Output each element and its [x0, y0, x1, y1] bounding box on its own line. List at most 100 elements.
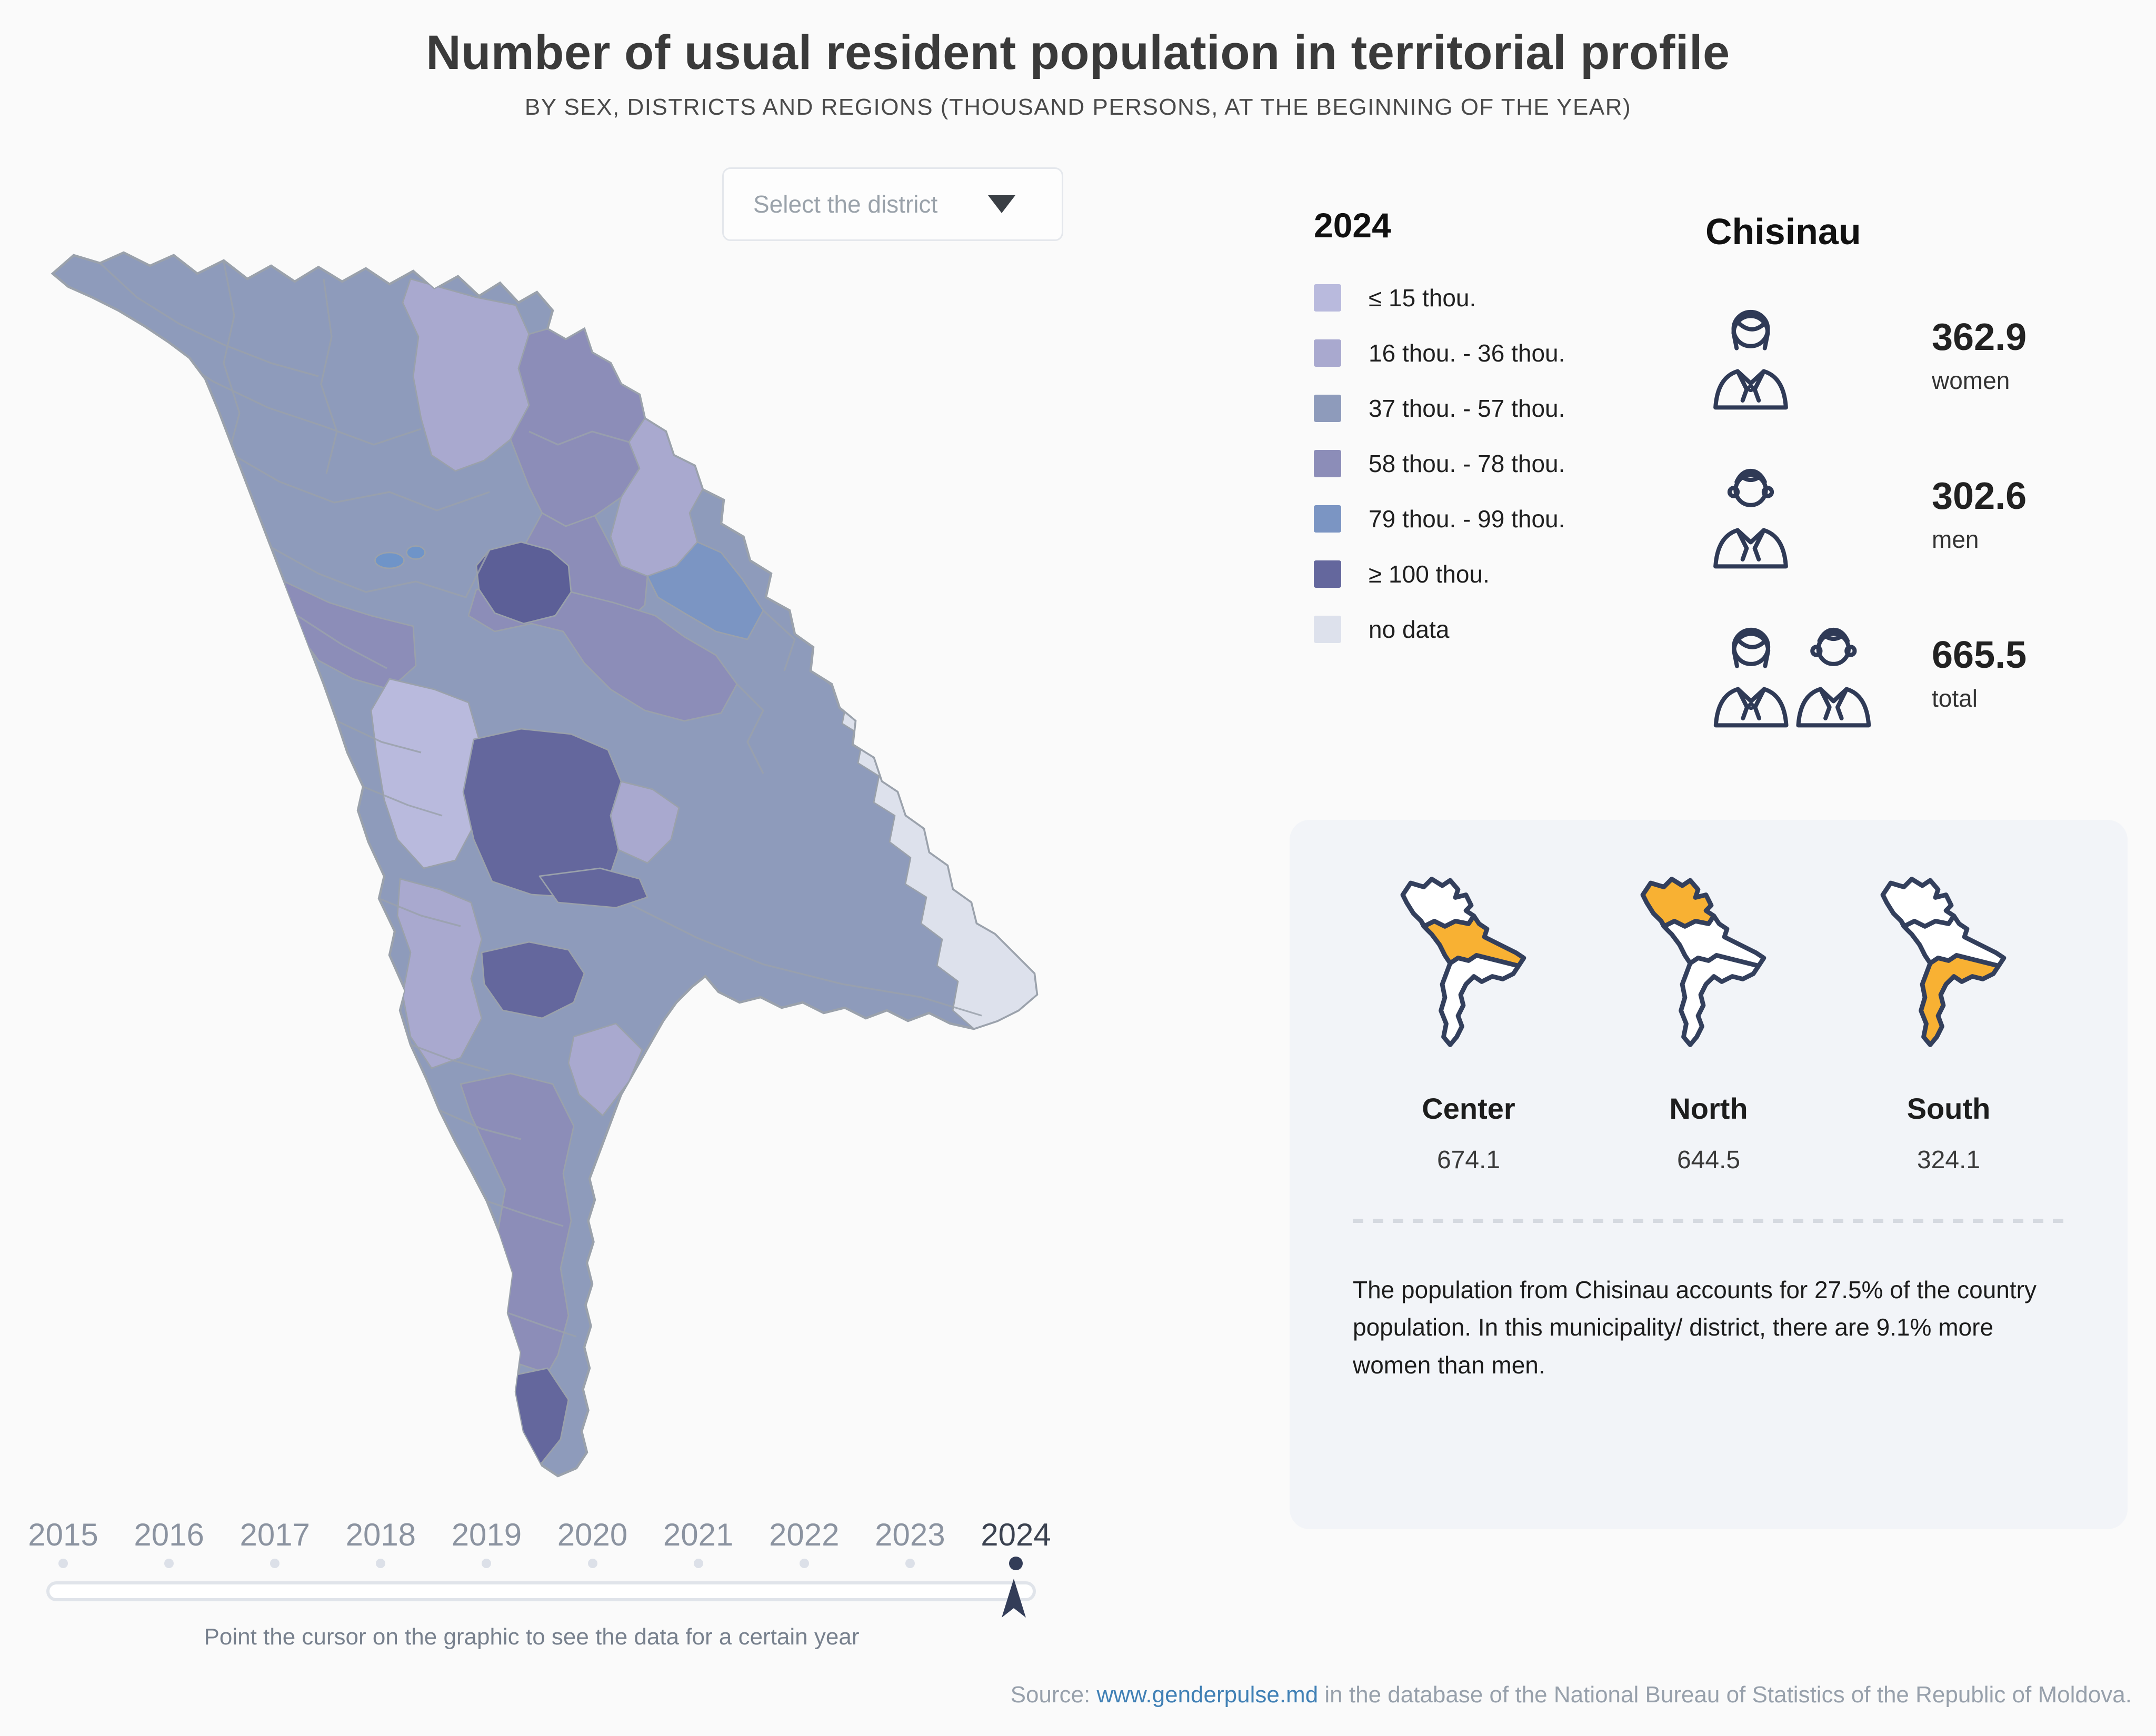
- women-label: women: [1932, 367, 2010, 394]
- district-south-lavender-east[interactable]: [567, 1022, 643, 1117]
- stat-row-women: 362.9 women: [1705, 299, 2142, 412]
- legend-swatch: [1314, 395, 1341, 422]
- legend-swatch: [1314, 505, 1341, 533]
- district-causeni[interactable]: [467, 588, 738, 722]
- district-north-lavender[interactable]: [402, 278, 530, 472]
- dashed-divider: [1353, 1219, 2064, 1223]
- page-title: Number of usual resident population in t…: [426, 26, 1730, 79]
- legend-label: ≥ 100 thou.: [1369, 560, 1490, 588]
- year-dot: [16, 1559, 111, 1570]
- men-label: men: [1932, 526, 1979, 553]
- source-suffix: in the database of the National Bureau o…: [1318, 1682, 2132, 1708]
- total-value: 665.5: [1932, 634, 2027, 676]
- district-sw-lavender-a[interactable]: [370, 678, 480, 869]
- source-line: Source: www.genderpulse.md in the databa…: [1011, 1682, 2132, 1708]
- source-prefix: Source:: [1010, 1682, 1097, 1708]
- timeline-hint: Point the cursor on the graphic to see t…: [204, 1624, 860, 1650]
- moldova-map-svg: [51, 251, 1039, 1478]
- legend-label: 79 thou. - 99 thou.: [1369, 505, 1565, 533]
- woman-icon: [1713, 309, 1788, 410]
- region-card-south[interactable]: South 324.1: [1833, 862, 2064, 1175]
- source-link[interactable]: www.genderpulse.md: [1096, 1682, 1319, 1708]
- year-dot: [863, 1559, 957, 1570]
- legend-year: 2024: [1314, 206, 1391, 245]
- year-2024-selected[interactable]: 2024: [981, 1517, 1051, 1552]
- legend-label: no data: [1369, 616, 1450, 643]
- year-dot: [651, 1559, 746, 1570]
- district-gagauzia-main[interactable]: [462, 728, 622, 898]
- region-name: Center: [1422, 1092, 1515, 1125]
- legend-label: 58 thou. - 78 thou.: [1369, 450, 1565, 477]
- mini-north-zone: [1400, 877, 1476, 929]
- mini-center-zone: [1419, 914, 1526, 968]
- mini-map-south: [1880, 877, 2007, 1047]
- district-collar-east[interactable]: [610, 780, 680, 864]
- year-2017[interactable]: 2017: [239, 1517, 310, 1552]
- mini-south-zone: [1679, 953, 1761, 1047]
- district-borders: [99, 262, 982, 1338]
- timeline-slider-track[interactable]: [46, 1581, 1036, 1601]
- year-dot: [122, 1559, 216, 1570]
- chevron-down-icon: [988, 195, 1015, 213]
- year-2020[interactable]: 2020: [557, 1517, 628, 1552]
- legend-swatch: [1314, 450, 1341, 477]
- legend-swatch: [1314, 616, 1341, 643]
- legend-label: ≤ 15 thou.: [1369, 284, 1476, 312]
- timeline-slider-handle[interactable]: [1001, 1579, 1026, 1623]
- men-value: 302.6: [1932, 475, 2027, 517]
- district-chisinau[interactable]: [475, 541, 572, 625]
- year-dot: [227, 1559, 322, 1570]
- mini-south-zone: [1439, 953, 1521, 1047]
- mini-map-center: [1400, 877, 1526, 1047]
- year-2019[interactable]: 2019: [451, 1517, 522, 1552]
- legend-swatch: [1314, 560, 1341, 588]
- district-select-placeholder: Select the district: [753, 190, 938, 218]
- year-2021[interactable]: 2021: [663, 1517, 734, 1552]
- mini-map-north: [1640, 877, 1766, 1047]
- year-dot: [439, 1559, 534, 1570]
- legend-item: 58 thou. - 78 thou.: [1314, 450, 1565, 477]
- page-header: Number of usual resident population in t…: [0, 25, 2156, 121]
- mini-north-zone: [1880, 877, 1957, 929]
- district-gagauzia-south[interactable]: [481, 941, 585, 1019]
- district-select[interactable]: Select the district: [722, 167, 1063, 241]
- stat-row-men: 302.6 men: [1705, 458, 2142, 570]
- region-value: 644.5: [1676, 1146, 1741, 1174]
- legend-item: 16 thou. - 36 thou.: [1314, 339, 1565, 367]
- total-people-icon: [1713, 627, 1871, 728]
- timeline-years: 2015 2016 2017 2018 2019 2020 2021 2022 …: [16, 1517, 1063, 1553]
- stat-row-total: 665.5 total: [1705, 617, 2142, 729]
- region-value: 674.1: [1436, 1146, 1501, 1174]
- legend-swatch: [1314, 284, 1341, 312]
- region-name: North: [1669, 1092, 1748, 1125]
- detail-district-name: Chisinau: [1705, 211, 1861, 252]
- lake-costesti: [374, 551, 405, 569]
- region-name: South: [1907, 1092, 1991, 1125]
- year-2016[interactable]: 2016: [134, 1517, 204, 1552]
- year-dot: [333, 1559, 428, 1570]
- legend-label: 37 thou. - 57 thou.: [1369, 395, 1565, 422]
- mini-center-zone: [1899, 914, 2007, 968]
- region-value: 324.1: [1917, 1146, 1981, 1174]
- slider-arrow-icon: [1002, 1579, 1026, 1618]
- district-cahul[interactable]: [460, 1072, 575, 1374]
- year-2023[interactable]: 2023: [875, 1517, 945, 1552]
- regions-panel: Center 674.1 North 644.5: [1290, 820, 2128, 1529]
- lake-small: [406, 545, 426, 560]
- year-dot: [757, 1559, 852, 1570]
- legend-item: no data: [1314, 616, 1565, 643]
- region-card-north[interactable]: North 644.5: [1593, 862, 1824, 1175]
- district-gagauzia-sliver[interactable]: [538, 867, 648, 909]
- year-2018[interactable]: 2018: [345, 1517, 416, 1552]
- total-label: total: [1932, 685, 1978, 712]
- legend-item: 79 thou. - 99 thou.: [1314, 505, 1565, 533]
- year-2022[interactable]: 2022: [769, 1517, 840, 1552]
- region-card-center[interactable]: Center 674.1: [1353, 862, 1584, 1175]
- legend-swatch: [1314, 339, 1341, 367]
- region-note: The population from Chisinau accounts fo…: [1353, 1276, 2037, 1379]
- year-2015[interactable]: 2015: [28, 1517, 98, 1552]
- district-detail-panel: Chisinau 362.9 women: [1705, 210, 2142, 729]
- mini-north-zone: [1640, 877, 1716, 929]
- mini-south-zone: [1919, 953, 2001, 1047]
- mini-center-zone: [1659, 914, 1766, 968]
